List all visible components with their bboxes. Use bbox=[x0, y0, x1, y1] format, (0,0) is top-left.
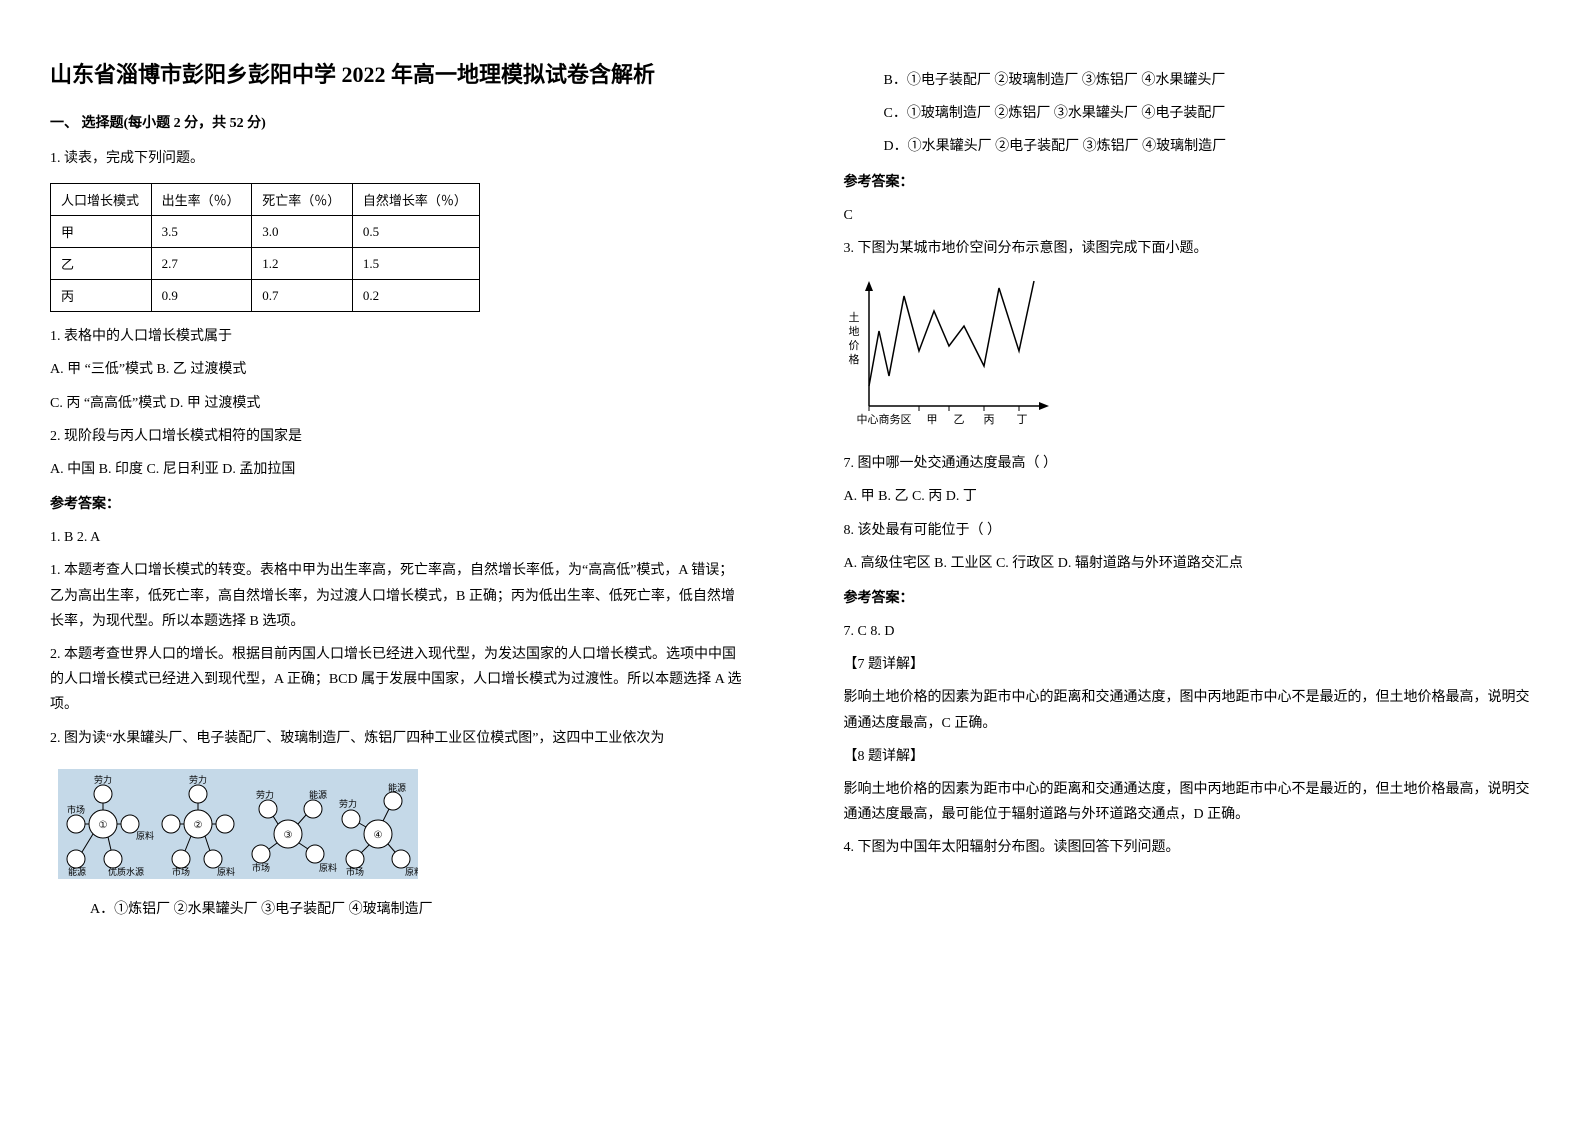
th-growth: 自然增长率（％） bbox=[352, 184, 479, 216]
land-price-chart: 土 地 价 格 中心商务区 甲 乙 丙 丁 bbox=[844, 271, 1064, 441]
q3-exp8: 影响土地价格的因素为距市中心的距离和交通通达度，图中丙地距市中心不是最近的，但土… bbox=[844, 777, 1538, 827]
svg-text:价: 价 bbox=[848, 339, 859, 352]
q2-optA: A．①炼铝厂 ②水果罐头厂 ③电子装配厂 ④玻璃制造厂 bbox=[90, 897, 744, 922]
svg-text:能源: 能源 bbox=[309, 789, 327, 800]
q3-sub8-opts: A. 高级住宅区 B. 工业区 C. 行政区 D. 辐射道路与外环道路交汇点 bbox=[844, 551, 1538, 576]
q3-sub7: 7. 图中哪一处交通通达度最高（ ） bbox=[844, 451, 1538, 476]
q1-sub2: 2. 现阶段与丙人口增长模式相符的国家是 bbox=[50, 424, 744, 449]
industry-diagram-svg: ① 劳力 市场 原料 能源 优质水源 ② 劳力 市场 原料 bbox=[58, 769, 418, 879]
q2-optD: D．①水果罐头厂 ②电子装配厂 ③炼铝厂 ④玻璃制造厂 bbox=[884, 134, 1538, 159]
q2-optB: B．①电子装配厂 ②玻璃制造厂 ③炼铝厂 ④水果罐头厂 bbox=[884, 68, 1538, 93]
svg-text:原料: 原料 bbox=[217, 866, 235, 877]
svg-text:劳力: 劳力 bbox=[339, 798, 357, 809]
svg-text:能源: 能源 bbox=[388, 782, 406, 793]
right-column: B．①电子装配厂 ②玻璃制造厂 ③炼铝厂 ④水果罐头厂 C．①玻璃制造厂 ②炼铝… bbox=[794, 0, 1587, 1122]
svg-text:劳力: 劳力 bbox=[189, 774, 207, 785]
q1-exp2: 2. 本题考查世界人口的增长。根据目前丙国人口增长已经进入现代型，为发达国家的人… bbox=[50, 642, 744, 718]
svg-text:市场: 市场 bbox=[346, 866, 364, 877]
svg-text:①: ① bbox=[99, 820, 108, 831]
svg-text:④: ④ bbox=[374, 830, 383, 841]
q3-answer: 7. C 8. D bbox=[844, 619, 1538, 644]
q3-exp7-head: 【7 题详解】 bbox=[844, 652, 1538, 677]
svg-text:劳力: 劳力 bbox=[94, 774, 112, 785]
table-row: 乙 2.7 1.2 1.5 bbox=[51, 248, 480, 280]
xlabel-ding: 丁 bbox=[1016, 414, 1027, 426]
th-death: 死亡率（％） bbox=[252, 184, 353, 216]
q2-answer-head: 参考答案： bbox=[844, 170, 1538, 195]
svg-text:格: 格 bbox=[848, 352, 859, 366]
svg-text:劳力: 劳力 bbox=[256, 789, 274, 800]
xlabel-yi: 乙 bbox=[953, 413, 964, 426]
q2-diagram: ① 劳力 市场 原料 能源 优质水源 ② 劳力 市场 原料 bbox=[50, 761, 744, 887]
svg-text:地: 地 bbox=[848, 325, 859, 338]
q3-stem: 3. 下图为某城市地价空间分布示意图，读图完成下面小题。 bbox=[844, 236, 1538, 261]
svg-text:②: ② bbox=[194, 820, 203, 831]
svg-text:原料: 原料 bbox=[319, 862, 337, 873]
q1-answer: 1. B 2. A bbox=[50, 525, 744, 550]
page-title: 山东省淄博市彭阳乡彭阳中学 2022 年高一地理模拟试卷含解析 bbox=[50, 60, 744, 91]
svg-text:能源: 能源 bbox=[68, 866, 86, 877]
q2-stem: 2. 图为读“水果罐头厂、电子装配厂、玻璃制造厂、炼铝厂四种工业区位模式图”，这… bbox=[50, 726, 744, 751]
table-row: 甲 3.5 3.0 0.5 bbox=[51, 216, 480, 248]
q1-sub1: 1. 表格中的人口增长模式属于 bbox=[50, 324, 744, 349]
xlabel-cbd: 中心商务区 bbox=[856, 412, 911, 426]
q1-exp1: 1. 本题考查人口增长模式的转变。表格中甲为出生率高，死亡率高，自然增长率低，为… bbox=[50, 558, 744, 634]
xlabel-bing: 丙 bbox=[983, 414, 994, 426]
table-row: 人口增长模式 出生率（％） 死亡率（％） 自然增长率（％） bbox=[51, 184, 480, 216]
q1-table: 人口增长模式 出生率（％） 死亡率（％） 自然增长率（％） 甲 3.5 3.0 … bbox=[50, 183, 480, 312]
svg-text:市场: 市场 bbox=[67, 804, 85, 815]
table-row: 丙 0.9 0.7 0.2 bbox=[51, 280, 480, 312]
q2-answer: C bbox=[844, 203, 1538, 228]
q2-optC: C．①玻璃制造厂 ②炼铝厂 ③水果罐头厂 ④电子装配厂 bbox=[884, 101, 1538, 126]
q3-sub8: 8. 该处最有可能位于（ ） bbox=[844, 518, 1538, 543]
th-mode: 人口增长模式 bbox=[51, 184, 152, 216]
q3-answer-head: 参考答案： bbox=[844, 586, 1538, 611]
q1-answer-head: 参考答案： bbox=[50, 492, 744, 517]
svg-text:③: ③ bbox=[284, 830, 293, 841]
svg-text:原料: 原料 bbox=[136, 830, 154, 841]
svg-text:市场: 市场 bbox=[172, 866, 190, 877]
q1-sub1-opts-a: A. 甲 “三低”模式 B. 乙 过渡模式 bbox=[50, 357, 744, 382]
xlabel-jia: 甲 bbox=[926, 414, 937, 426]
q4-stem: 4. 下图为中国年太阳辐射分布图。读图回答下列问题。 bbox=[844, 835, 1538, 860]
q3-exp7: 影响土地价格的因素为距市中心的距离和交通通达度，图中丙地距市中心不是最近的，但土… bbox=[844, 685, 1538, 735]
svg-text:土: 土 bbox=[848, 311, 859, 324]
left-column: 山东省淄博市彭阳乡彭阳中学 2022 年高一地理模拟试卷含解析 一、 选择题(每… bbox=[0, 0, 794, 1122]
th-birth: 出生率（％） bbox=[151, 184, 252, 216]
section1-heading: 一、 选择题(每小题 2 分，共 52 分) bbox=[50, 111, 744, 136]
q1-stem: 1. 读表，完成下列问题。 bbox=[50, 146, 744, 171]
q1-sub2-opts: A. 中国 B. 印度 C. 尼日利亚 D. 孟加拉国 bbox=[50, 457, 744, 482]
q1-sub1-opts-b: C. 丙 “高高低”模式 D. 甲 过渡模式 bbox=[50, 391, 744, 416]
q3-exp8-head: 【8 题详解】 bbox=[844, 744, 1538, 769]
q3-sub7-opts: A. 甲 B. 乙 C. 丙 D. 丁 bbox=[844, 484, 1538, 509]
svg-text:优质水源: 优质水源 bbox=[108, 866, 144, 877]
svg-text:市场: 市场 bbox=[252, 862, 270, 873]
svg-text:原料: 原料 bbox=[405, 866, 418, 877]
